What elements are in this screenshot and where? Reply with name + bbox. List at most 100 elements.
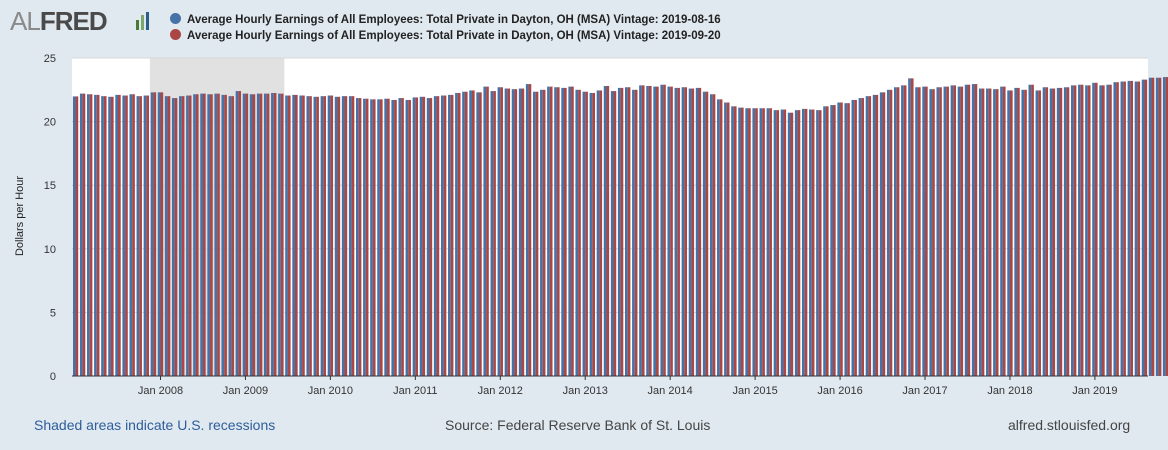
bar <box>266 93 270 376</box>
site-link[interactable]: alfred.stlouisfed.org <box>1008 417 1131 433</box>
bar <box>875 94 879 376</box>
bar <box>540 89 543 377</box>
bar <box>79 93 83 376</box>
bar <box>585 91 588 376</box>
bar <box>1099 85 1102 377</box>
bar <box>443 95 447 377</box>
bar <box>302 95 305 377</box>
bar <box>252 94 256 376</box>
bar <box>896 87 900 377</box>
bar <box>627 87 631 377</box>
x-tick-label: Jan 2015 <box>732 385 777 397</box>
bar <box>139 96 142 376</box>
bar <box>521 88 525 376</box>
bar <box>617 87 621 376</box>
bar <box>136 96 140 376</box>
bar <box>1007 90 1010 376</box>
alfred-logo[interactable]: ALFRED <box>10 6 108 36</box>
bar <box>440 95 444 377</box>
legend-item-2[interactable]: Average Hourly Earnings of All Employees… <box>170 29 721 42</box>
bar <box>542 89 546 377</box>
bar <box>132 94 135 376</box>
bar <box>1113 82 1117 376</box>
bar <box>436 96 440 376</box>
bar <box>157 92 161 377</box>
bar <box>483 86 487 377</box>
bar <box>582 91 586 376</box>
bar <box>1151 77 1155 376</box>
bar <box>620 87 624 376</box>
x-tick-label: Jan 2016 <box>817 385 862 397</box>
bar <box>1163 77 1166 376</box>
bar <box>656 86 659 377</box>
bar <box>957 86 961 377</box>
y-tick-label: 5 <box>50 307 56 319</box>
recession-note-link[interactable]: Shaded areas indicate U.S. recessions <box>34 417 276 433</box>
bar <box>783 109 787 377</box>
bar <box>323 96 326 376</box>
bar <box>1066 87 1070 377</box>
y-tick-label: 0 <box>50 371 56 383</box>
bar <box>511 89 515 376</box>
bar <box>993 89 996 376</box>
bar <box>1000 86 1003 377</box>
bar <box>901 85 904 377</box>
bar <box>1070 85 1074 377</box>
bar <box>801 108 805 376</box>
bar <box>1017 87 1020 376</box>
bar <box>886 89 890 377</box>
bar <box>988 88 992 376</box>
bar <box>688 88 692 376</box>
legend-item-1[interactable]: Average Hourly Earnings of All Employees… <box>170 13 721 26</box>
bar <box>752 108 756 376</box>
bar <box>1021 89 1025 377</box>
bar <box>903 85 907 377</box>
bar <box>299 95 303 377</box>
bar <box>1085 85 1088 377</box>
bar <box>160 92 164 377</box>
bar <box>915 87 918 377</box>
bar <box>245 93 249 376</box>
bar <box>356 98 359 377</box>
bar <box>1028 84 1032 376</box>
bar <box>780 109 784 377</box>
bar <box>278 93 281 376</box>
bar <box>695 87 699 376</box>
bar <box>1148 77 1152 376</box>
bar <box>691 88 695 376</box>
bar <box>384 98 388 376</box>
bar <box>773 110 777 376</box>
bar <box>578 89 581 377</box>
bar <box>1078 84 1081 376</box>
bar <box>1038 90 1041 376</box>
bar <box>964 84 968 376</box>
bar <box>854 99 857 376</box>
bar <box>960 86 964 377</box>
bar <box>705 91 709 376</box>
bar <box>391 99 395 376</box>
bar <box>861 98 864 377</box>
bar <box>1014 87 1018 376</box>
bar <box>348 96 352 376</box>
bar <box>292 94 295 376</box>
bar <box>532 91 536 376</box>
bar <box>455 92 458 376</box>
bar <box>663 84 666 376</box>
bar <box>1073 85 1077 377</box>
bar <box>648 85 652 376</box>
bar <box>1155 77 1159 376</box>
bar <box>82 93 86 376</box>
bar <box>507 88 511 376</box>
bar <box>971 84 975 377</box>
bar <box>1130 80 1133 377</box>
bar <box>547 86 550 377</box>
bar <box>908 78 911 377</box>
bar <box>1123 81 1126 377</box>
x-tick-label: Jan 2018 <box>987 385 1032 397</box>
bar <box>858 98 862 377</box>
bar <box>674 87 678 376</box>
bar <box>535 91 539 376</box>
bar <box>596 90 600 376</box>
bar <box>195 94 199 376</box>
bar <box>922 86 926 377</box>
